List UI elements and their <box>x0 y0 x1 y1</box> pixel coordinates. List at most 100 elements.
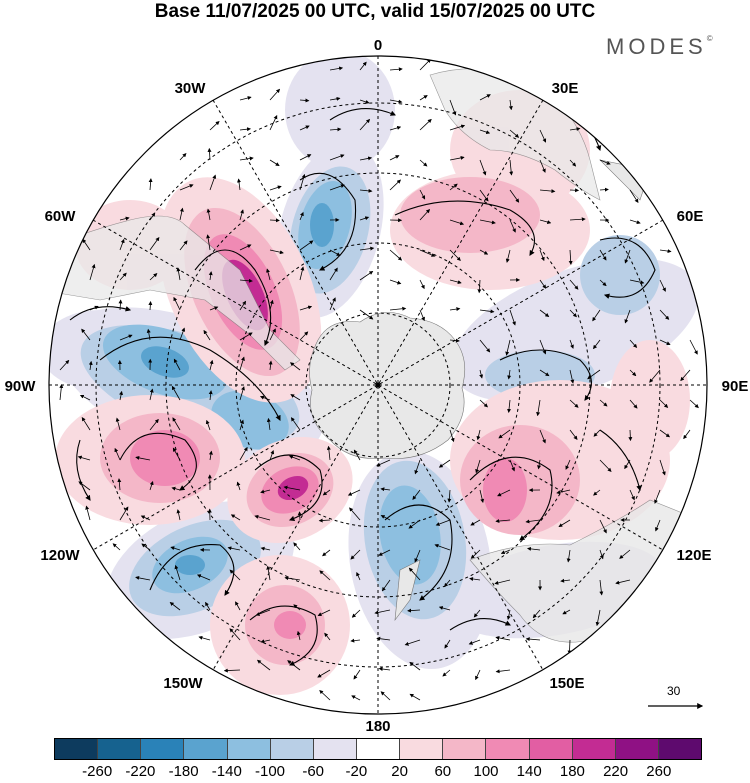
wind-arrow <box>149 212 156 221</box>
wind-arrow <box>567 639 572 655</box>
wind-arrow <box>509 159 514 176</box>
wind-arrow <box>599 279 607 287</box>
wind-arrow <box>624 249 631 264</box>
wind-arrow <box>562 609 571 615</box>
wind-arrow <box>239 209 244 221</box>
wind-arrow <box>419 159 428 167</box>
wind-arrow <box>659 429 671 438</box>
wind-arrow <box>179 184 194 191</box>
wind-arrow <box>81 328 91 341</box>
wind-arrow <box>329 184 345 191</box>
wind-arrow <box>359 270 374 281</box>
colorbar-swatch <box>227 739 271 759</box>
wind-arrow <box>148 301 153 311</box>
wind-arrow <box>569 127 581 131</box>
wind-arrow <box>173 296 181 311</box>
colorbar-swatch <box>270 739 314 759</box>
wind-arrow <box>329 96 341 101</box>
brand-text: MODES <box>606 34 707 59</box>
wind-arrow <box>569 279 579 290</box>
wind-arrow <box>317 609 331 616</box>
wind-arrow <box>317 669 331 678</box>
wind-arrow <box>350 638 361 643</box>
wind-arrow <box>260 546 271 551</box>
wind-arrow <box>479 369 484 379</box>
wind-arrow <box>419 309 425 322</box>
wind-arrow <box>146 328 151 341</box>
wind-arrow <box>318 518 331 523</box>
wind-arrow <box>389 279 402 285</box>
wind-arrow <box>659 249 672 254</box>
wind-arrow <box>689 399 699 409</box>
colorbar-tick-label: 140 <box>516 763 542 780</box>
wind-arrow <box>223 668 241 673</box>
wind-arrow <box>239 278 253 283</box>
wind-arrow <box>434 543 451 551</box>
wind-arrow <box>81 417 91 431</box>
wind-arrow <box>475 459 481 474</box>
wind-arrow <box>196 574 211 581</box>
wind-arrow <box>599 519 607 534</box>
colorbar-swatch <box>141 739 185 759</box>
wind-arrow <box>539 219 552 224</box>
wind-arrow <box>659 459 666 476</box>
wind-arrow <box>268 360 273 371</box>
wind-arrow <box>569 429 578 440</box>
wind-arrow <box>599 187 609 192</box>
wind-arrow <box>296 630 301 641</box>
wind-arrow <box>619 549 631 559</box>
chart-title: Base 11/07/2025 00 UTC, valid 15/07/2025… <box>154 1 596 22</box>
wind-arrow <box>569 369 575 384</box>
wind-arrow <box>508 99 513 111</box>
wind-arrow <box>565 459 571 470</box>
wind-arrow <box>444 579 451 588</box>
lon-label-150e: 150E <box>549 675 584 692</box>
wind-arrow <box>172 447 181 461</box>
wind-arrow <box>556 489 571 495</box>
polar-map: 0 30E 60E 90E 120E 150E 180 150W 120W 90… <box>5 37 749 735</box>
wind-arrow <box>135 455 151 461</box>
wind-arrow <box>592 309 601 322</box>
wind-arrow <box>256 659 271 671</box>
wind-arrow <box>479 189 489 202</box>
wind-arrow <box>148 178 153 191</box>
wind-arrow <box>297 511 302 521</box>
wind-arrow <box>119 334 133 341</box>
brand-logo: MODES© <box>606 34 713 60</box>
wind-arrow <box>389 306 407 311</box>
wind-arrow <box>329 249 341 256</box>
wind-arrow <box>495 669 511 674</box>
wind-arrow <box>237 178 241 191</box>
wind-arrow <box>269 249 284 255</box>
wind-arrow <box>449 307 461 312</box>
wind-arrow <box>135 575 151 581</box>
wind-arrow <box>359 188 373 193</box>
wind-arrow <box>537 459 542 470</box>
wind-arrow <box>299 98 310 103</box>
colorbar-swatch <box>615 739 659 759</box>
colorbar-tick-label: -260 <box>82 763 113 780</box>
wind-arrow <box>359 118 371 131</box>
lon-label-60w: 60W <box>45 208 77 225</box>
wind-arrow <box>389 99 403 104</box>
wind-arrow <box>209 359 214 371</box>
wind-arrow <box>494 579 511 585</box>
wind-arrow <box>629 339 638 348</box>
colorbar-tick-label: 60 <box>434 763 452 780</box>
wind-arrow <box>498 429 511 439</box>
wind-arrow <box>229 628 241 641</box>
wind-arrow <box>206 234 211 251</box>
map-fields <box>49 56 707 714</box>
wind-arrow <box>266 417 271 431</box>
wind-arrow <box>380 487 391 492</box>
wind-arrow <box>569 399 579 408</box>
wind-arrow <box>629 399 638 409</box>
wind-arrow <box>350 549 361 560</box>
wind-arrow <box>412 489 421 501</box>
wind-arrow <box>599 249 607 261</box>
wind-arrow <box>444 639 451 649</box>
wind-arrow <box>509 309 516 326</box>
wind-arrow <box>408 567 421 581</box>
wind-arrow <box>659 279 666 292</box>
wind-arrow <box>269 299 274 311</box>
